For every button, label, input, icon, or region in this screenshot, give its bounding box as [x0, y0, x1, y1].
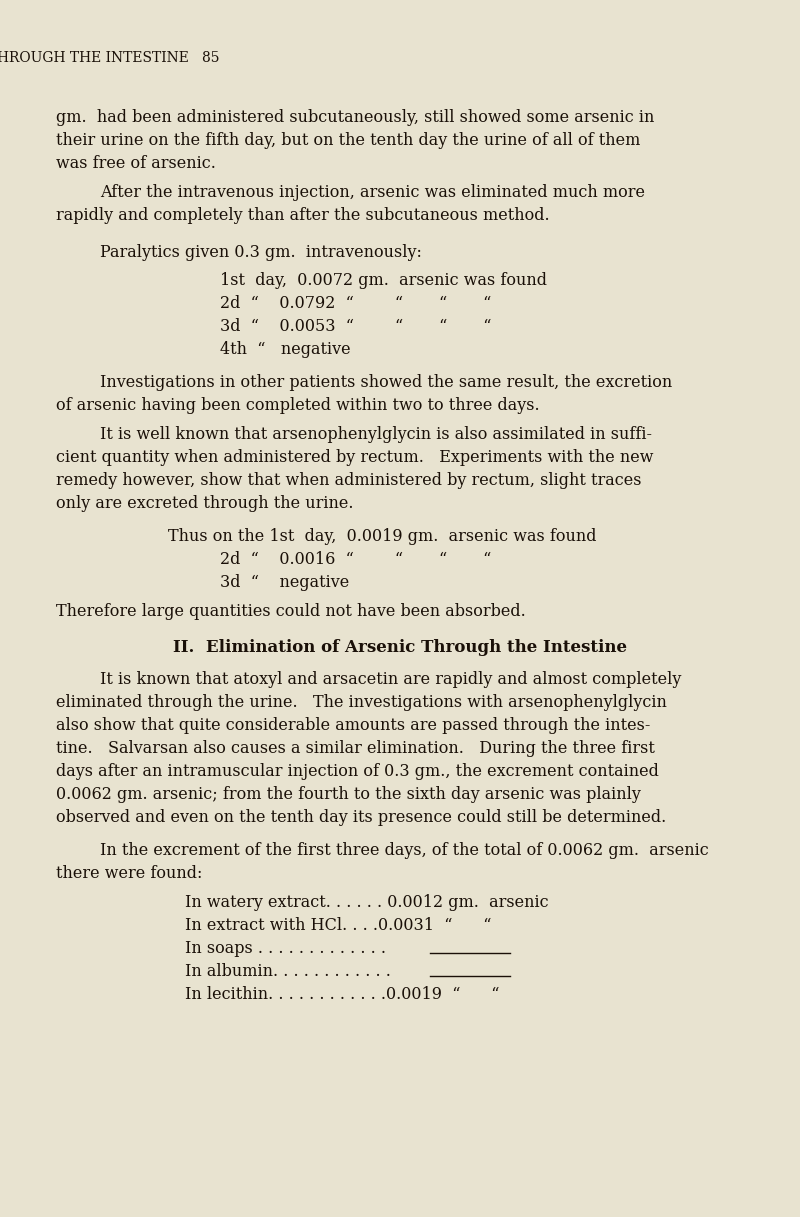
Text: In lecithin. . . . . . . . . . . .0.0019  “      “: In lecithin. . . . . . . . . . . .0.0019…: [185, 986, 499, 1003]
Text: After the intravenous injection, arsenic was eliminated much more: After the intravenous injection, arsenic…: [100, 184, 645, 201]
Text: Thus on the 1st  day,  0.0019 gm.  arsenic was found: Thus on the 1st day, 0.0019 gm. arsenic …: [168, 528, 597, 545]
Text: 1st  day,  0.0072 gm.  arsenic was found: 1st day, 0.0072 gm. arsenic was found: [220, 273, 547, 288]
Text: only are excreted through the urine.: only are excreted through the urine.: [56, 495, 354, 512]
Text: of arsenic having been completed within two to three days.: of arsenic having been completed within …: [56, 397, 540, 414]
Text: 3d  “    negative: 3d “ negative: [220, 574, 350, 591]
Text: there were found:: there were found:: [56, 865, 202, 882]
Text: was free of arsenic.: was free of arsenic.: [56, 155, 216, 172]
Text: In albumin. . . . . . . . . . . .: In albumin. . . . . . . . . . . .: [185, 963, 391, 980]
Text: eliminated through the urine.   The investigations with arsenophenylglycin: eliminated through the urine. The invest…: [56, 694, 667, 711]
Text: 4th  “   negative: 4th “ negative: [220, 341, 350, 358]
Text: tine.   Salvarsan also causes a similar elimination.   During the three first: tine. Salvarsan also causes a similar el…: [56, 740, 655, 757]
Text: observed and even on the tenth day its presence could still be determined.: observed and even on the tenth day its p…: [56, 809, 666, 826]
Text: days after an intramuscular injection of 0.3 gm., the excrement contained: days after an intramuscular injection of…: [56, 763, 659, 780]
Text: also show that quite considerable amounts are passed through the intes-: also show that quite considerable amount…: [56, 717, 650, 734]
Text: Investigations in other patients showed the same result, the excretion: Investigations in other patients showed …: [100, 374, 672, 391]
Text: In watery extract. . . . . . 0.0012 gm.  arsenic: In watery extract. . . . . . 0.0012 gm. …: [185, 894, 549, 912]
Text: 3d  “    0.0053  “        “       “       “: 3d “ 0.0053 “ “ “ “: [220, 318, 491, 335]
Text: II.  Elimination of Arsenic Through the Intestine: II. Elimination of Arsenic Through the I…: [173, 639, 627, 656]
Text: In the excrement of the first three days, of the total of 0.0062 gm.  arsenic: In the excrement of the first three days…: [100, 842, 709, 859]
Text: In soaps . . . . . . . . . . . . .: In soaps . . . . . . . . . . . . .: [185, 940, 386, 957]
Text: rapidly and completely than after the subcutaneous method.: rapidly and completely than after the su…: [56, 207, 550, 224]
Text: 2d  “    0.0016  “        “       “       “: 2d “ 0.0016 “ “ “ “: [220, 551, 491, 568]
Text: 0.0062 gm. arsenic; from the fourth to the sixth day arsenic was plainly: 0.0062 gm. arsenic; from the fourth to t…: [56, 786, 641, 803]
Text: cient quantity when administered by rectum.   Experiments with the new: cient quantity when administered by rect…: [56, 449, 654, 466]
Text: their urine on the fifth day, but on the tenth day the urine of all of them: their urine on the fifth day, but on the…: [56, 131, 640, 148]
Text: In extract with HCl. . . .0.0031  “      “: In extract with HCl. . . .0.0031 “ “: [185, 916, 491, 933]
Text: gm.  had been administered subcutaneously, still showed some arsenic in: gm. had been administered subcutaneously…: [56, 110, 654, 127]
Text: 2d  “    0.0792  “        “       “       “: 2d “ 0.0792 “ “ “ “: [220, 295, 491, 312]
Text: Therefore large quantities could not have been absorbed.: Therefore large quantities could not hav…: [56, 602, 526, 619]
Text: It is well known that arsenophenylglycin is also assimilated in suffi-: It is well known that arsenophenylglycin…: [100, 426, 652, 443]
Text: Paralytics given 0.3 gm.  intravenously:: Paralytics given 0.3 gm. intravenously:: [100, 243, 422, 260]
Text: It is known that atoxyl and arsacetin are rapidly and almost completely: It is known that atoxyl and arsacetin ar…: [100, 671, 682, 688]
Text: remedy however, show that when administered by rectum, slight traces: remedy however, show that when administe…: [56, 472, 642, 489]
Text: ELIMINATION OF ARSENIC THROUGH THE INTESTINE   85: ELIMINATION OF ARSENIC THROUGH THE INTES…: [0, 51, 219, 65]
